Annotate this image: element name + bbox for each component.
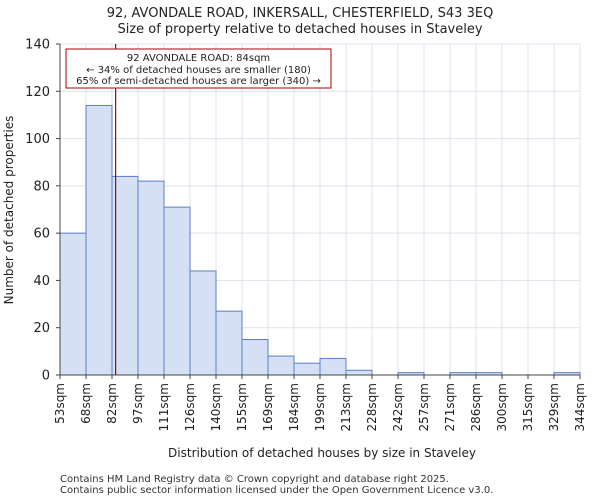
bar: [345, 369, 373, 376]
x-tick-label: 53sqm: [53, 383, 67, 424]
bar: [267, 355, 295, 376]
x-tick-label: 213sqm: [339, 383, 353, 431]
x-tick-label: 329sqm: [547, 383, 561, 431]
y-tick-label: 140: [25, 38, 50, 53]
x-tick-label: 126sqm: [183, 383, 197, 431]
x-tick-label: 228sqm: [365, 383, 379, 431]
x-tick-label: 300sqm: [495, 383, 509, 431]
bar: [59, 232, 87, 376]
x-tick-label: 169sqm: [261, 383, 275, 431]
x-tick-label: 111sqm: [157, 383, 171, 431]
bar: [189, 270, 217, 376]
x-tick-label: 184sqm: [287, 383, 301, 431]
chart-subtitle: Size of property relative to detached ho…: [117, 22, 483, 37]
y-axis-label: Number of detached properties: [2, 116, 16, 305]
ticks-layer: 0 20 40 60 80 100 120 140 53sqm 68sqm 82sqm 97sqm 11…: [25, 38, 587, 432]
x-tick-label: 242sqm: [391, 383, 405, 431]
chart-title: 92, AVONDALE ROAD, INKERSALL, CHESTERFIE…: [106, 6, 494, 21]
y-tick-label: 80: [33, 179, 50, 194]
y-tick-label: 40: [33, 274, 50, 289]
bar: [293, 362, 321, 376]
x-tick-label: 68sqm: [79, 383, 93, 424]
y-tick-label: 60: [33, 227, 50, 242]
x-tick-label: 344sqm: [573, 383, 587, 431]
x-tick-label: 199sqm: [313, 383, 327, 431]
x-tick-label: 257sqm: [417, 383, 431, 431]
y-tick-label: 0: [42, 369, 50, 384]
bar: [215, 310, 243, 376]
annotation-box: [65, 48, 332, 89]
x-axis-label: Distribution of detached houses by size …: [168, 446, 476, 460]
x-tick-label: 286sqm: [469, 383, 483, 431]
bar: [163, 206, 191, 376]
bar: [319, 357, 347, 376]
x-tick-label: 97sqm: [131, 383, 145, 424]
y-tick-label: 120: [25, 85, 50, 100]
annotation-line3: 65% of semi-detached houses are larger (…: [76, 76, 321, 87]
marker-layer: 92 AVONDALE ROAD: 84sqm← 34% of detached…: [65, 44, 332, 375]
x-tick-label: 271sqm: [443, 383, 457, 431]
y-tick-label: 100: [25, 132, 50, 147]
bars-layer: [59, 104, 581, 376]
footer-line-1: Contains HM Land Registry data © Crown c…: [60, 474, 449, 485]
footer-line-2: Contains public sector information licen…: [60, 485, 494, 496]
bar: [241, 339, 269, 376]
x-tick-label: 155sqm: [235, 383, 249, 431]
annotation-line2: ← 34% of detached houses are smaller (18…: [86, 65, 311, 76]
annotation-line1: 92 AVONDALE ROAD: 84sqm: [127, 53, 270, 64]
x-tick-label: 82sqm: [105, 383, 119, 424]
x-tick-label: 140sqm: [209, 383, 223, 431]
x-tick-label: 315sqm: [521, 383, 535, 431]
bar: [137, 180, 165, 376]
y-tick-label: 20: [33, 321, 50, 336]
bar: [85, 104, 113, 376]
